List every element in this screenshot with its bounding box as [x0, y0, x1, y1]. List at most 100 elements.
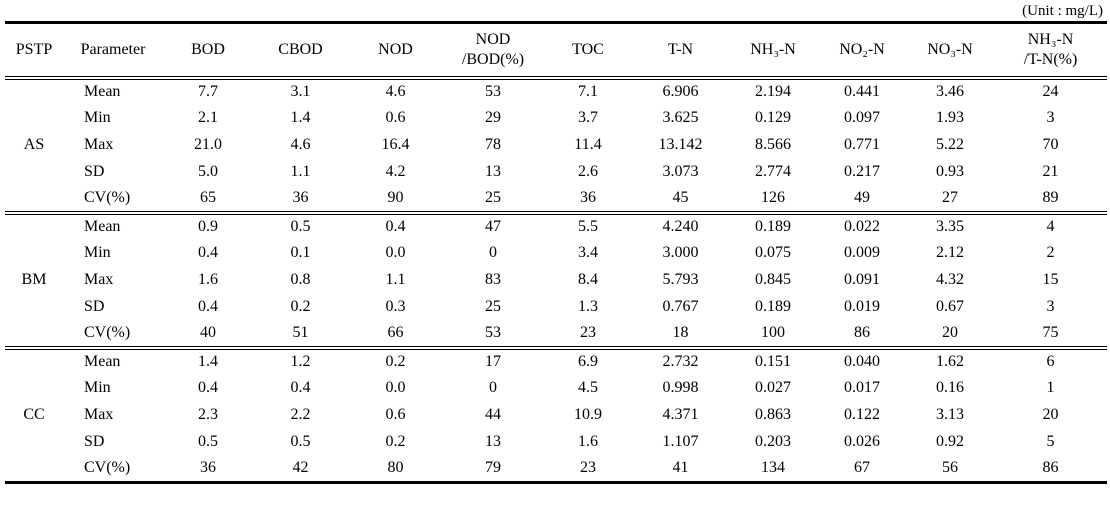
cell-value: 5.0: [198, 163, 218, 180]
table-row: Max 1.6 0.8 1.1 83 8.4 5.793 0.845 0.091…: [5, 267, 1107, 294]
cell-value: 6.9: [578, 353, 598, 370]
cell-value: 0.16: [936, 379, 964, 396]
cell-value: 0.017: [844, 379, 880, 396]
column-header-nh3n-tn-line2: /T-N(%): [1023, 50, 1078, 68]
row-parameter: Mean: [84, 218, 121, 235]
table-row: Min 0.4 0.4 0.0 0 4.5 0.998 0.027 0.017 …: [5, 375, 1107, 402]
cell-value: 4.371: [662, 406, 699, 423]
cell-value: 0.2: [385, 433, 406, 450]
cell-value: 0.4: [198, 379, 218, 396]
cell-value: 0.92: [936, 433, 964, 450]
column-header-tn: T-N: [667, 40, 694, 58]
cell-value: 20: [942, 324, 958, 341]
cell-value: 2.1: [198, 109, 218, 126]
row-parameter: Min: [84, 244, 111, 261]
cell-value: 42: [292, 459, 309, 477]
cell-value: 0.217: [844, 163, 880, 180]
cell-value: 70: [1042, 136, 1059, 153]
table-row: CV(%) 36 42 80 79 23 41 134 67 56 86: [5, 456, 1107, 483]
group-label-bm: BM: [21, 271, 47, 288]
cell-value: 2: [1046, 244, 1055, 261]
cell-value: 3.7: [578, 109, 598, 126]
column-header-bod: BOD: [191, 40, 225, 58]
cell-value: 53: [485, 83, 501, 100]
cell-value: 1.4: [198, 353, 218, 370]
cell-value: 4.32: [936, 271, 964, 288]
table-row: Max 2.3 2.2 0.6 44 10.9 4.371 0.863 0.12…: [5, 402, 1107, 429]
table-row: Min 2.1 1.4 0.6 29 3.7 3.625 0.129 0.097…: [5, 105, 1107, 132]
cell-value: 1.2: [290, 353, 311, 370]
group-cc: CC Mean 1.4 1.2 0.2 17 6.9 2.732 0.151 0…: [5, 348, 1107, 483]
cell-value: 0.022: [844, 218, 880, 235]
cell-value: 1.3: [578, 298, 598, 315]
group-label-cc: CC: [23, 406, 45, 424]
cell-value: 3.1: [290, 83, 311, 100]
cell-value: 7.7: [198, 83, 218, 100]
cell-value: 13: [485, 433, 501, 450]
cell-value: 21: [1042, 163, 1059, 180]
row-parameter: CV(%): [84, 189, 131, 206]
cell-value: 5.793: [662, 271, 699, 288]
cell-value: 21.0: [194, 136, 222, 153]
cell-value: 0.67: [936, 298, 964, 315]
row-parameter: Min: [84, 109, 111, 126]
row-parameter: CV(%): [84, 324, 131, 341]
cell-value: 0.019: [844, 298, 880, 315]
cell-value: 0.4: [198, 298, 218, 315]
cell-value: 3.073: [662, 163, 699, 180]
table-header: PSTP Parameter BOD CBOD NOD NOD /BOD(%) …: [5, 22, 1107, 78]
cell-value: 36: [200, 459, 216, 477]
cell-value: 25: [485, 298, 501, 315]
cell-value: 0.2: [385, 353, 406, 370]
cell-value: 4.5: [578, 379, 598, 396]
cell-value: 0.8: [290, 271, 311, 288]
cell-value: 0.040: [844, 353, 880, 370]
table-row: Min 0.4 0.1 0.0 0 3.4 3.000 0.075 0.009 …: [5, 240, 1107, 267]
cell-value: 1.62: [936, 353, 964, 370]
column-header-cbod: CBOD: [278, 40, 323, 58]
cell-value: 29: [485, 109, 501, 126]
cell-value: 36: [292, 189, 309, 206]
cell-value: 8.4: [578, 271, 598, 288]
cell-value: 44: [485, 406, 501, 423]
cell-value: 0.122: [844, 406, 880, 423]
cell-value: 41: [672, 459, 689, 477]
cell-value: 2.3: [198, 406, 218, 423]
cell-value: 0.075: [755, 244, 791, 261]
cell-value: 20: [1042, 406, 1059, 423]
cell-value: 5: [1046, 433, 1055, 450]
cell-value: 0.027: [755, 379, 791, 396]
cell-value: 79: [485, 459, 501, 477]
cell-value: 0.6: [385, 406, 406, 423]
column-header-nh3n: NH₃-N: [750, 40, 796, 58]
cell-value: 18: [672, 324, 689, 341]
cell-value: 80: [387, 459, 404, 477]
cell-value: 1.6: [198, 271, 218, 288]
cell-value: 13: [485, 163, 501, 180]
column-header-nod-bod-line1: NOD: [475, 30, 511, 48]
cell-value: 1.93: [936, 109, 964, 126]
cell-value: 66: [387, 324, 404, 341]
cell-value: 65: [200, 189, 216, 206]
cell-value: 8.566: [755, 136, 791, 153]
cell-value: 2.774: [755, 163, 791, 180]
table-row: CV(%) 40 51 66 53 23 18 100 86 20 75: [5, 321, 1107, 348]
cell-value: 2.732: [662, 353, 699, 370]
cell-value: 3.35: [936, 218, 964, 235]
row-parameter: SD: [84, 163, 105, 180]
cell-value: 0: [489, 244, 497, 261]
cell-value: 1.4: [290, 109, 311, 126]
cell-value: 51: [292, 324, 309, 341]
column-header-nod: NOD: [378, 40, 413, 58]
cell-value: 0.5: [290, 433, 311, 450]
cell-value: 6: [1046, 353, 1055, 370]
cell-value: 126: [761, 189, 785, 206]
cell-value: 0.4: [385, 218, 406, 235]
cell-value: 83: [485, 271, 501, 288]
cell-value: 53: [485, 324, 501, 341]
cell-value: 3.625: [662, 109, 699, 126]
cell-value: 13.142: [658, 136, 703, 153]
cell-value: 0.845: [755, 271, 791, 288]
cell-value: 0.0: [385, 244, 406, 261]
